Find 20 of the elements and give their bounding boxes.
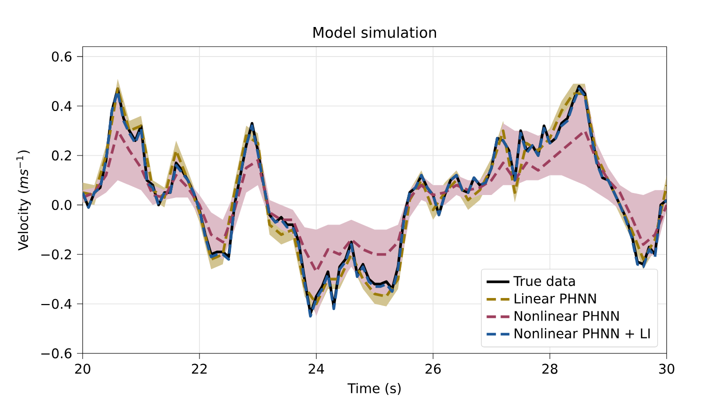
chart-title: Model simulation xyxy=(314,26,436,38)
y-tick-label: −0.6 xyxy=(41,348,72,358)
legend-label: Linear PHNN xyxy=(514,293,596,304)
x-axis-title: Time (s) xyxy=(348,382,401,395)
y-tick-label: −0.2 xyxy=(41,249,71,260)
y-tick-label: 0.0 xyxy=(52,200,72,210)
y-tick-label: −0.4 xyxy=(41,298,72,309)
x-tick-label: 26 xyxy=(426,364,441,374)
x-tick-label: 20 xyxy=(75,364,90,374)
x-tick-label: 24 xyxy=(308,364,324,374)
x-tick-label: 30 xyxy=(659,364,674,374)
x-tick-label: 28 xyxy=(542,364,558,374)
x-tick-label: 22 xyxy=(192,364,207,374)
y-tick-label: 0.6 xyxy=(52,51,72,62)
legend-label: Nonlinear PHNN + LI xyxy=(514,328,650,338)
legend-label: True data xyxy=(513,276,575,286)
y-axis-title: Velocity (ms$^{−1}$) xyxy=(16,150,31,251)
y-tick-label: 0.2 xyxy=(52,150,71,161)
y-tick-label: 0.4 xyxy=(52,100,72,112)
legend-label: Nonlinear PHNN xyxy=(514,310,619,321)
